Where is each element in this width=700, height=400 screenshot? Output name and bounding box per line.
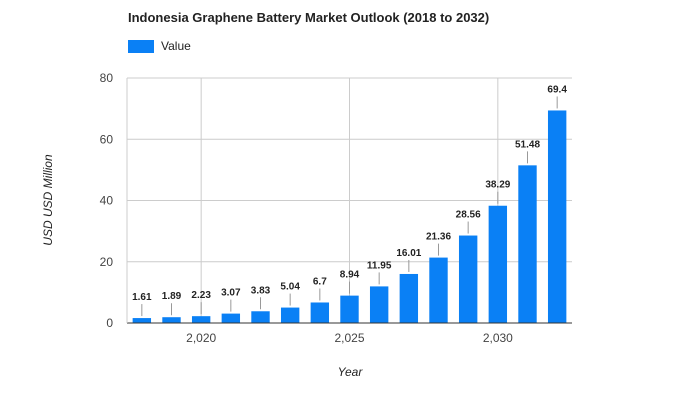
legend: Value xyxy=(128,39,191,53)
bar xyxy=(399,273,419,323)
legend-swatch xyxy=(128,39,154,53)
x-axis-title: Year xyxy=(338,365,364,379)
bar xyxy=(547,110,567,324)
bar xyxy=(369,286,389,323)
data-label: 6.7 xyxy=(313,276,327,287)
y-axis-title: USD USD Million xyxy=(41,154,55,246)
bar xyxy=(251,311,270,323)
data-label: 38.29 xyxy=(485,180,510,191)
x-tick-label: 2,020 xyxy=(186,331,216,345)
y-tick-label: 60 xyxy=(100,132,114,146)
bar xyxy=(340,295,359,323)
data-label: 1.61 xyxy=(132,292,152,303)
data-label: 1.89 xyxy=(162,291,182,302)
data-label: 2.23 xyxy=(191,290,211,301)
bar xyxy=(518,165,537,323)
x-tick-label: 2,025 xyxy=(334,331,364,345)
data-label: 5.04 xyxy=(280,282,300,293)
y-tick-label: 20 xyxy=(100,255,114,269)
y-tick-label: 0 xyxy=(106,316,113,330)
bar xyxy=(488,205,508,323)
data-label: 21.36 xyxy=(426,232,451,243)
data-label: 69.4 xyxy=(547,84,567,95)
bar xyxy=(280,307,300,323)
bar xyxy=(191,316,211,323)
bar xyxy=(162,317,181,323)
bar xyxy=(221,313,241,323)
x-tick-label: 2,030 xyxy=(483,331,513,345)
data-label: 3.07 xyxy=(221,288,241,299)
data-label: 11.95 xyxy=(367,260,392,271)
data-label: 51.48 xyxy=(515,139,540,150)
bar xyxy=(132,318,152,323)
bar xyxy=(310,302,330,323)
bar xyxy=(429,257,448,323)
y-tick-label: 40 xyxy=(100,194,114,208)
legend-label: Value xyxy=(161,39,191,53)
data-label: 3.83 xyxy=(251,285,271,296)
data-label: 16.01 xyxy=(396,248,421,259)
data-label: 28.56 xyxy=(456,210,481,221)
bar xyxy=(458,235,478,323)
chart-title: Indonesia Graphene Battery Market Outloo… xyxy=(128,10,490,25)
y-tick-label: 80 xyxy=(100,71,114,85)
data-label: 8.94 xyxy=(340,270,360,281)
